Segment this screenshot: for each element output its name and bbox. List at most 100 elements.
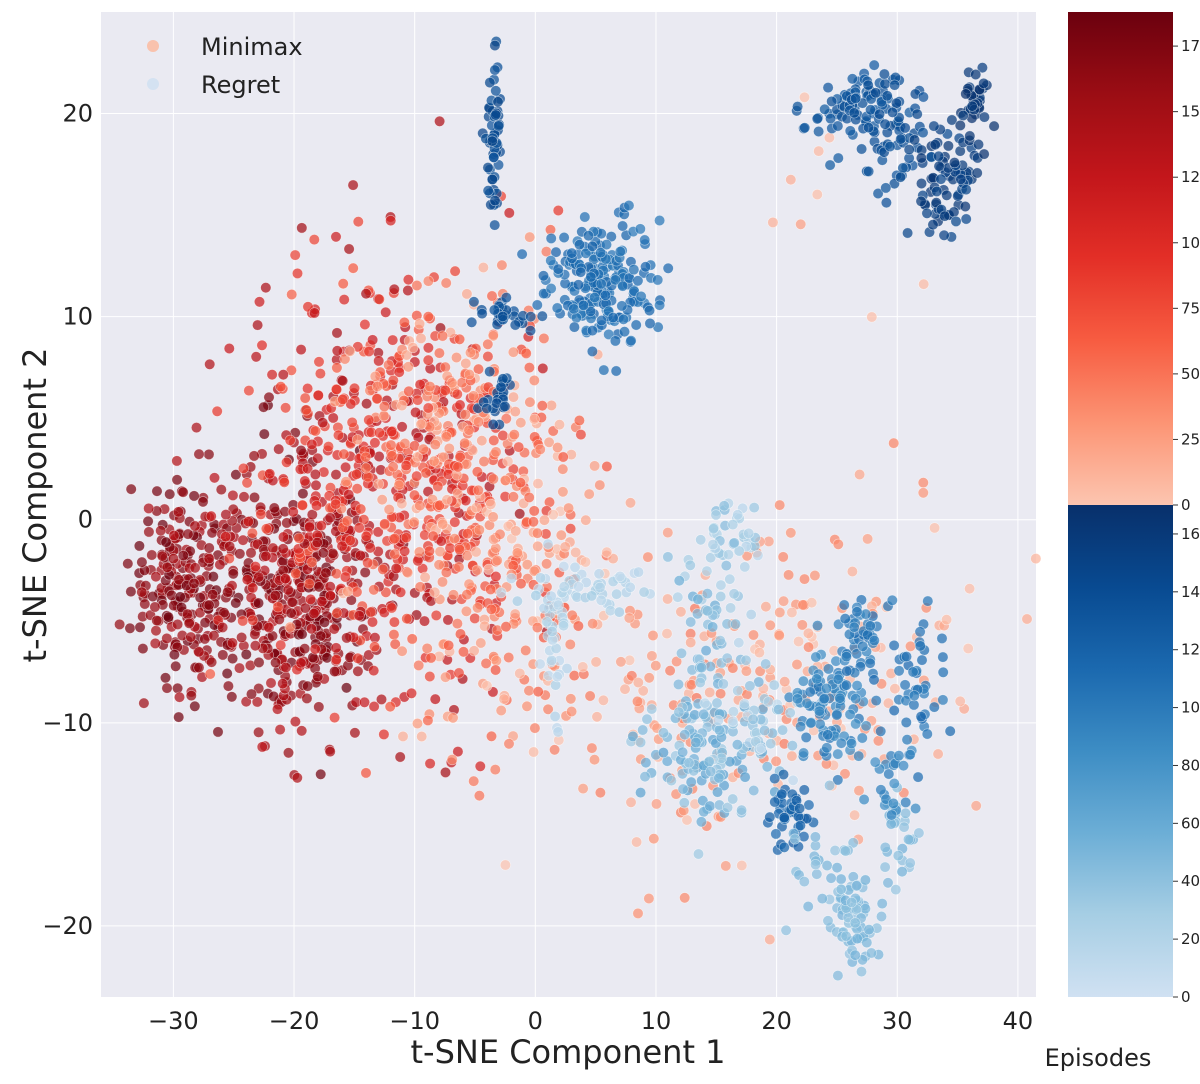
- data-point: [946, 114, 958, 126]
- data-point: [281, 456, 293, 468]
- data-point: [839, 613, 851, 625]
- data-point: [822, 82, 834, 94]
- data-point: [650, 660, 662, 672]
- data-point: [241, 574, 253, 586]
- data-point: [509, 319, 521, 331]
- data-point: [858, 793, 870, 805]
- data-point: [172, 682, 184, 694]
- data-point: [675, 647, 687, 659]
- colorbar-tick-label: 400: [1181, 872, 1200, 890]
- data-point: [490, 85, 502, 97]
- data-point: [440, 431, 452, 443]
- data-point: [347, 262, 359, 274]
- data-point: [485, 603, 497, 615]
- data-point: [514, 508, 526, 520]
- data-point: [373, 478, 385, 490]
- data-point: [853, 785, 865, 797]
- data-point: [794, 819, 806, 831]
- data-point: [220, 509, 232, 521]
- data-point: [340, 461, 352, 473]
- data-point: [331, 362, 343, 374]
- data-point: [646, 703, 658, 715]
- data-point: [917, 127, 929, 139]
- data-point: [699, 697, 711, 709]
- data-point: [289, 249, 301, 261]
- data-point: [495, 381, 507, 393]
- data-point: [331, 327, 343, 339]
- data-point: [614, 570, 626, 582]
- data-point: [387, 461, 399, 473]
- data-point: [914, 640, 926, 652]
- data-point: [277, 543, 289, 555]
- data-point: [832, 970, 844, 982]
- data-point: [594, 479, 606, 491]
- data-point: [632, 676, 644, 688]
- data-point: [313, 356, 325, 368]
- data-point: [353, 610, 365, 622]
- data-point: [436, 576, 448, 588]
- data-point: [311, 536, 323, 548]
- data-point: [377, 563, 389, 575]
- data-point: [226, 637, 238, 649]
- data-point: [882, 877, 894, 889]
- data-point: [487, 511, 499, 523]
- data-point: [466, 316, 478, 328]
- data-point: [449, 265, 461, 277]
- data-point: [550, 246, 562, 258]
- data-point: [247, 614, 259, 626]
- data-point: [149, 601, 161, 613]
- data-point: [500, 474, 512, 486]
- data-point: [776, 788, 788, 800]
- legend-marker-minimax: [147, 40, 159, 52]
- data-point: [879, 118, 891, 130]
- data-point: [312, 452, 324, 464]
- data-point: [341, 515, 353, 527]
- data-point: [142, 515, 154, 527]
- data-point: [479, 620, 491, 632]
- data-point: [424, 670, 436, 682]
- data-point: [713, 772, 725, 784]
- data-point: [889, 683, 901, 695]
- data-point: [868, 634, 880, 646]
- data-point: [258, 401, 270, 413]
- data-point: [495, 587, 507, 599]
- data-point: [792, 101, 804, 113]
- data-point: [344, 345, 356, 357]
- data-point: [327, 547, 339, 559]
- data-point: [396, 498, 408, 510]
- data-point: [589, 460, 601, 472]
- data-point: [429, 693, 441, 705]
- data-point: [849, 917, 861, 929]
- data-point: [607, 312, 619, 324]
- data-point: [838, 599, 850, 611]
- data-point: [363, 345, 375, 357]
- data-point: [267, 542, 279, 554]
- data-point: [488, 151, 500, 163]
- data-point: [916, 654, 928, 666]
- data-point: [281, 517, 293, 529]
- data-point: [352, 652, 364, 664]
- data-point: [601, 546, 613, 558]
- data-point: [558, 620, 570, 632]
- data-point: [941, 189, 953, 201]
- data-point: [650, 798, 662, 810]
- data-point: [460, 605, 472, 617]
- data-point: [773, 703, 785, 715]
- data-point: [932, 748, 944, 760]
- data-point: [182, 608, 194, 620]
- data-point: [454, 628, 466, 640]
- data-point: [538, 514, 550, 526]
- data-point: [557, 463, 569, 475]
- data-point: [914, 626, 926, 638]
- data-point: [703, 755, 715, 767]
- data-point: [174, 591, 186, 603]
- data-point: [568, 321, 580, 333]
- data-point: [253, 597, 265, 609]
- data-point: [442, 614, 454, 626]
- data-point: [454, 399, 466, 411]
- data-point: [745, 608, 757, 620]
- data-point: [912, 771, 924, 783]
- data-point: [590, 656, 602, 668]
- data-point: [739, 561, 751, 573]
- data-point: [727, 519, 739, 531]
